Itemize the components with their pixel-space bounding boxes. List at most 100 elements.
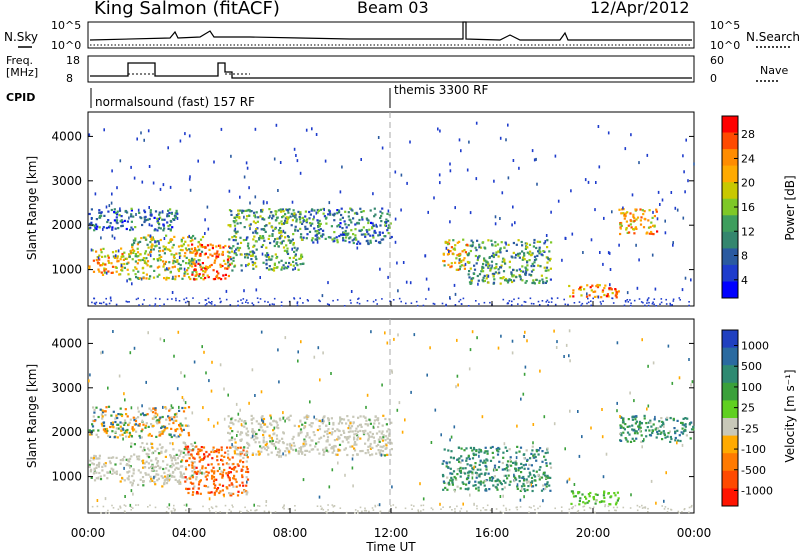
velocity-cell (143, 466, 146, 469)
power-cell (496, 243, 500, 246)
velocity-cell (377, 449, 380, 452)
velocity-cell (105, 431, 108, 435)
velocity-cell (173, 455, 176, 458)
velocity-cell (353, 438, 356, 441)
velocity-cell (463, 449, 466, 452)
velocity-near-range (528, 506, 531, 508)
power-near-range (655, 305, 657, 307)
power-cell (507, 279, 510, 282)
velocity-cell (97, 465, 100, 468)
power-scatter (387, 275, 389, 279)
velocity-cell (289, 442, 292, 445)
power-cell (483, 279, 486, 282)
power-cell (473, 272, 476, 275)
velocity-scatter (396, 408, 399, 412)
velocity-cell (127, 475, 131, 478)
power-cell (252, 231, 255, 234)
velocity-cell (245, 432, 248, 435)
power-scatter (683, 170, 685, 174)
velocity-cell (471, 449, 474, 452)
velocity-cell (322, 417, 325, 420)
velocity-cell (318, 428, 322, 431)
power-cell (227, 224, 230, 227)
power-cell (304, 215, 307, 218)
power-cell (450, 246, 453, 249)
power-cell (167, 224, 170, 228)
power-scatter (249, 201, 251, 205)
power-cell (272, 215, 275, 218)
velocity-near-range (319, 505, 322, 508)
power-cell (482, 266, 485, 269)
power-cell (271, 233, 274, 236)
power-cell (522, 256, 525, 259)
velocity-cell (660, 417, 663, 420)
velocity-cell (353, 443, 356, 446)
velocity-cell (254, 441, 257, 444)
velocity-cell (175, 415, 178, 418)
velocity-scatter (663, 499, 665, 503)
power-cell (352, 217, 355, 220)
power-near-range (517, 303, 519, 305)
power-near-range (489, 301, 491, 304)
power-scatter (659, 203, 661, 206)
velocity-cell (192, 491, 195, 494)
velocity-scatter (273, 426, 276, 430)
velocity-scatter (378, 503, 381, 507)
power-cell (128, 277, 131, 281)
velocity-cell (626, 431, 630, 434)
power-near-range (647, 304, 650, 307)
velocity-cell (317, 441, 320, 444)
velocity-cell (287, 416, 290, 419)
power-cell (295, 249, 298, 252)
power-cell (260, 228, 263, 231)
velocity-cell (199, 492, 202, 495)
power-cell (628, 231, 631, 234)
power-scatter (464, 262, 467, 266)
velocity-near-range (583, 505, 586, 508)
power-cell (295, 220, 298, 223)
velocity-scatter (524, 365, 527, 369)
velocity-cell (228, 466, 231, 469)
y-tick-label: 4000 (51, 336, 82, 350)
velocity-cell (589, 491, 592, 495)
velocity-cell (204, 466, 207, 470)
velocity-cell (674, 439, 677, 442)
velocity-near-range (420, 504, 422, 507)
power-near-range (554, 303, 557, 306)
velocity-cell (154, 483, 157, 486)
velocity-cell (474, 484, 477, 487)
power-cell (236, 222, 239, 225)
velocity-scatter (137, 406, 139, 410)
power-cell (170, 238, 173, 241)
power-cell (512, 274, 515, 277)
velocity-cell (339, 420, 342, 423)
velocity-cell (194, 446, 197, 449)
power-cell (317, 229, 320, 232)
power-scatter (188, 234, 190, 238)
velocity-cell (197, 483, 201, 486)
velocity-cell (210, 477, 214, 480)
power-cell (525, 242, 529, 245)
velocity-cell (475, 487, 478, 490)
power-cell (116, 255, 119, 258)
velocity-cell (538, 468, 541, 471)
velocity-cell (175, 466, 178, 469)
power-scatter (409, 140, 411, 144)
power-cell (632, 215, 635, 218)
power-cell (463, 249, 466, 252)
power-cell (648, 209, 651, 212)
power-near-range (366, 300, 369, 302)
power-cell (267, 237, 270, 240)
power-cell (512, 241, 515, 245)
velocity-scatter (328, 422, 331, 425)
power-cell (125, 227, 128, 231)
velocity-cell (177, 435, 180, 438)
power-cell (481, 267, 484, 270)
velocity-cell (176, 462, 180, 465)
power-cell (249, 223, 252, 226)
power-cell (339, 233, 342, 236)
velocity-cell (184, 466, 187, 469)
velocity-cell (132, 479, 135, 482)
velocity-cell (156, 460, 159, 463)
power-near-range (623, 304, 626, 307)
